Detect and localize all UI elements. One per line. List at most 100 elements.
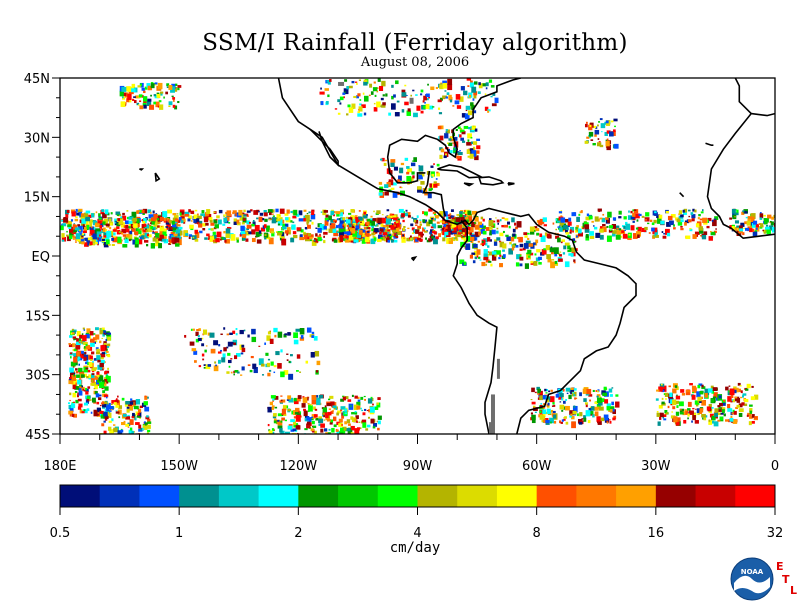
no-data-patch (489, 422, 492, 434)
rain-cell (99, 224, 103, 229)
rain-cell (85, 216, 90, 222)
rain-cell (205, 345, 208, 347)
rain-cell (377, 78, 381, 82)
rain-cell (127, 234, 133, 240)
rain-cell (600, 123, 606, 129)
rain-cell (480, 216, 484, 220)
rain-cell (558, 420, 562, 424)
rain-cell (95, 334, 100, 340)
rain-cell (150, 243, 155, 249)
rain-cell (372, 426, 376, 429)
rain-cell (351, 394, 354, 398)
rain-cell (158, 222, 161, 224)
rain-cell (384, 191, 389, 196)
rain-cell (765, 224, 769, 227)
rain-cell (357, 111, 360, 114)
rain-cell (105, 338, 108, 342)
rain-cell (346, 86, 350, 90)
rain-cell (376, 402, 379, 405)
rain-cell (681, 393, 686, 396)
rain-cell (628, 210, 630, 213)
rain-cell (547, 396, 551, 401)
rain-cell (644, 226, 648, 231)
rain-cell (362, 92, 365, 95)
rain-cell (602, 392, 608, 397)
rain-cell (459, 259, 465, 265)
rain-cell (600, 417, 605, 422)
rain-cell (540, 235, 546, 243)
rain-cell (101, 238, 105, 242)
rain-cell (84, 212, 89, 217)
rain-cell (749, 404, 753, 407)
rain-cell (314, 238, 319, 243)
rain-cell (490, 85, 495, 88)
rain-cell (92, 242, 96, 246)
rain-cell (79, 358, 83, 361)
rain-cell (406, 237, 411, 242)
rain-cell (542, 406, 546, 409)
rain-cell (411, 232, 414, 235)
rain-cell (470, 102, 474, 106)
rain-cell (339, 96, 344, 101)
rain-cell (384, 184, 389, 188)
rain-cell (71, 375, 76, 382)
rain-cell (190, 328, 193, 331)
rain-cell (190, 210, 195, 215)
rain-cell (550, 261, 555, 269)
rain-cell (365, 214, 368, 217)
rain-cell (406, 212, 411, 216)
rain-cell (325, 416, 330, 421)
rain-cell (377, 397, 381, 401)
rain-cell (365, 219, 368, 221)
coastline-segment (139, 168, 145, 171)
rain-cell (124, 220, 130, 225)
rain-cell (436, 172, 441, 177)
rain-cell (303, 410, 308, 417)
rain-cell (664, 412, 668, 415)
rain-cell (172, 212, 177, 216)
rain-cell (428, 188, 432, 192)
rain-cell (81, 218, 87, 224)
rain-cell (746, 220, 751, 226)
rain-cell (559, 401, 562, 403)
rain-cell (567, 245, 571, 250)
rain-cell (311, 414, 317, 419)
rain-cell (345, 219, 351, 224)
rain-cell (171, 95, 174, 98)
rain-cell (81, 374, 85, 378)
rain-cell (79, 378, 82, 381)
rain-cell (738, 408, 744, 413)
rain-cell (104, 209, 109, 215)
rain-cell (691, 218, 695, 222)
rain-cell (433, 231, 437, 235)
rain-cell (584, 123, 588, 128)
rain-cell (215, 364, 217, 367)
rain-cell (136, 415, 139, 418)
rain-cell (370, 218, 373, 221)
rain-cell (474, 216, 479, 222)
rain-cell (268, 429, 271, 432)
rain-cell (359, 99, 362, 101)
rain-cell (670, 415, 676, 419)
coastline-segment (706, 78, 775, 240)
rain-cell (496, 230, 499, 234)
rain-cell (168, 242, 172, 245)
rain-cell (262, 218, 265, 221)
rain-cell (692, 392, 695, 394)
rain-cell (608, 229, 613, 233)
rain-cell (606, 235, 612, 242)
rain-cell (101, 337, 104, 339)
rain-cell (276, 214, 281, 219)
rain-cell (306, 423, 311, 429)
rain-cell (469, 232, 472, 236)
rain-cell (223, 217, 228, 223)
rain-cell (98, 213, 101, 217)
rain-cell (687, 413, 690, 417)
rain-cell (81, 240, 85, 245)
rain-cell (698, 214, 701, 217)
rain-cell (347, 222, 352, 228)
rain-cell (586, 213, 590, 217)
rain-cell (707, 388, 713, 393)
rain-cell (656, 234, 659, 238)
rain-cell (101, 209, 105, 213)
